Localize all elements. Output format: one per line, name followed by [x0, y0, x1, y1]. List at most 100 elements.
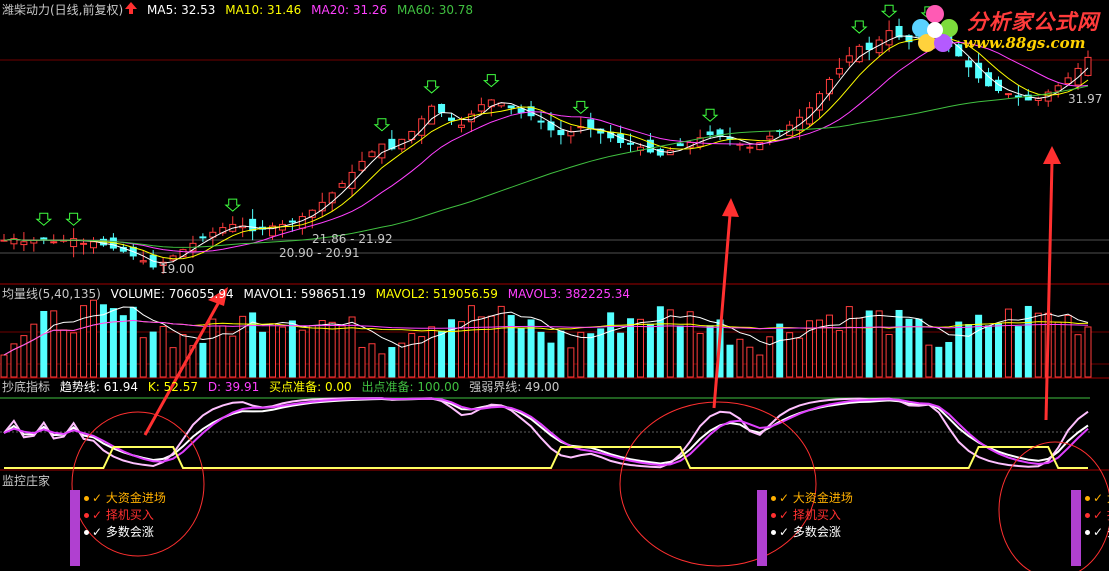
- volume-bar: [259, 331, 267, 378]
- watermark-url: www.88gs.com: [963, 34, 1086, 52]
- signal-mostly-rise: ✓ 多数会涨: [771, 524, 841, 540]
- volume-bar: [835, 330, 843, 378]
- candle-body: [865, 42, 873, 51]
- bullet-icon: [1085, 495, 1090, 501]
- candle-body: [139, 260, 147, 263]
- volume-bar: [875, 310, 883, 378]
- signal-text: 择机买入: [789, 508, 841, 522]
- volume-bar: [278, 326, 286, 378]
- candle-body: [378, 143, 386, 159]
- volume-bar: [646, 323, 654, 378]
- ma5-label: MA5: 32.53: [147, 3, 216, 17]
- ma10-label: MA10: 31.46: [225, 3, 302, 17]
- indicator-panel-title: 抄底指标: [2, 380, 51, 394]
- candle-body: [507, 105, 515, 109]
- ma10-line: [3, 35, 1089, 260]
- check-icon: ✓: [1093, 491, 1104, 505]
- k-line: [3, 397, 1089, 469]
- candles-group: [0, 18, 1092, 274]
- volume-bar: [527, 319, 535, 378]
- volume-bar: [487, 315, 495, 378]
- annotation-range-2: 20.90 - 20.91: [279, 246, 360, 260]
- volume-bar: [477, 316, 485, 378]
- trend-line: [3, 397, 1089, 465]
- volume-bar: [368, 343, 376, 378]
- bullet-icon: [84, 495, 89, 501]
- buy-prep-label: 买点准备: 0.00: [269, 380, 352, 394]
- volume-bar: [109, 308, 117, 378]
- bullet-icon: [1085, 529, 1090, 535]
- volume-bar: [706, 325, 714, 378]
- candle-body: [756, 141, 764, 151]
- volume-bar: [577, 331, 585, 378]
- volume-bar: [766, 336, 774, 378]
- signal-mostly-rise: ✓ 多数会涨: [84, 524, 154, 540]
- volume-bar: [70, 332, 78, 378]
- signal-text: 大资金进场: [102, 491, 166, 505]
- mavol1-line: [3, 306, 1089, 356]
- volume-bar: [557, 330, 565, 378]
- candle-body: [288, 220, 296, 223]
- signal-text: 多数会涨: [789, 525, 841, 539]
- volume-label: VOLUME: 706055.94: [110, 287, 234, 301]
- volume-bar: [358, 346, 366, 378]
- candle-body: [766, 135, 774, 140]
- volume-bar: [1084, 326, 1092, 378]
- volume-bar: [567, 347, 575, 378]
- volume-bar: [994, 323, 1002, 378]
- signal-big-money: ✓ 大资金进场: [84, 490, 166, 506]
- signal-buy-timing: ✓ 择机买入: [1085, 507, 1109, 523]
- candle-body: [358, 160, 366, 171]
- candle-body: [855, 45, 863, 63]
- highlight-circle: [998, 441, 1109, 571]
- candle-body: [845, 55, 853, 63]
- candle-body: [338, 182, 346, 188]
- d-line: [3, 397, 1089, 467]
- volume-bar: [517, 327, 525, 378]
- volume-bar: [388, 347, 396, 378]
- candle-body: [835, 67, 843, 75]
- down-arrow-mark: [224, 198, 242, 212]
- candle-body: [179, 249, 187, 258]
- volume-bar: [428, 326, 436, 378]
- red-arrow: [143, 287, 228, 436]
- mavol1-label: MAVOL1: 598651.19: [243, 287, 366, 301]
- volume-bar: [736, 338, 744, 378]
- volume-bar: [955, 321, 963, 378]
- candle-body: [815, 93, 823, 111]
- volume-bar: [597, 328, 605, 378]
- volume-bar: [139, 337, 147, 378]
- signal-bar: [70, 490, 80, 566]
- candle-body: [796, 116, 804, 131]
- candle-body: [1054, 85, 1062, 92]
- candle-body: [975, 62, 983, 79]
- volume-bar: [119, 315, 127, 378]
- mavol3-label: MAVOL3: 382225.34: [507, 287, 631, 301]
- check-icon: ✓: [1093, 508, 1104, 522]
- volume-bar: [438, 330, 446, 378]
- candle-body: [1004, 93, 1012, 96]
- volume-panel-header: 均量线(5,40,135) VOLUME: 706055.94 MAVOL1: …: [2, 287, 636, 301]
- down-arrow-mark: [35, 212, 53, 226]
- candle-body: [10, 238, 18, 245]
- check-icon: ✓: [779, 508, 790, 522]
- down-arrow-mark: [850, 20, 868, 34]
- candle-body: [617, 133, 625, 143]
- bullet-icon: [84, 529, 89, 535]
- volume-bar: [209, 318, 217, 378]
- volume-bar: [607, 312, 615, 378]
- candle-body: [587, 119, 595, 129]
- trend-label: 趋势线: 61.94: [59, 380, 139, 394]
- candle-body: [448, 117, 456, 121]
- candle-body: [627, 142, 635, 145]
- ma20-label: MA20: 31.26: [311, 3, 388, 17]
- candle-body: [895, 25, 903, 38]
- signal-text: 多数会涨: [102, 525, 154, 539]
- volume-bar: [40, 310, 48, 378]
- candle-body: [905, 35, 913, 43]
- candle-body: [219, 227, 227, 234]
- signal-big-money: ✓ 大资金进场: [1085, 490, 1109, 506]
- volume-bar: [408, 333, 416, 378]
- candle-body: [438, 103, 446, 114]
